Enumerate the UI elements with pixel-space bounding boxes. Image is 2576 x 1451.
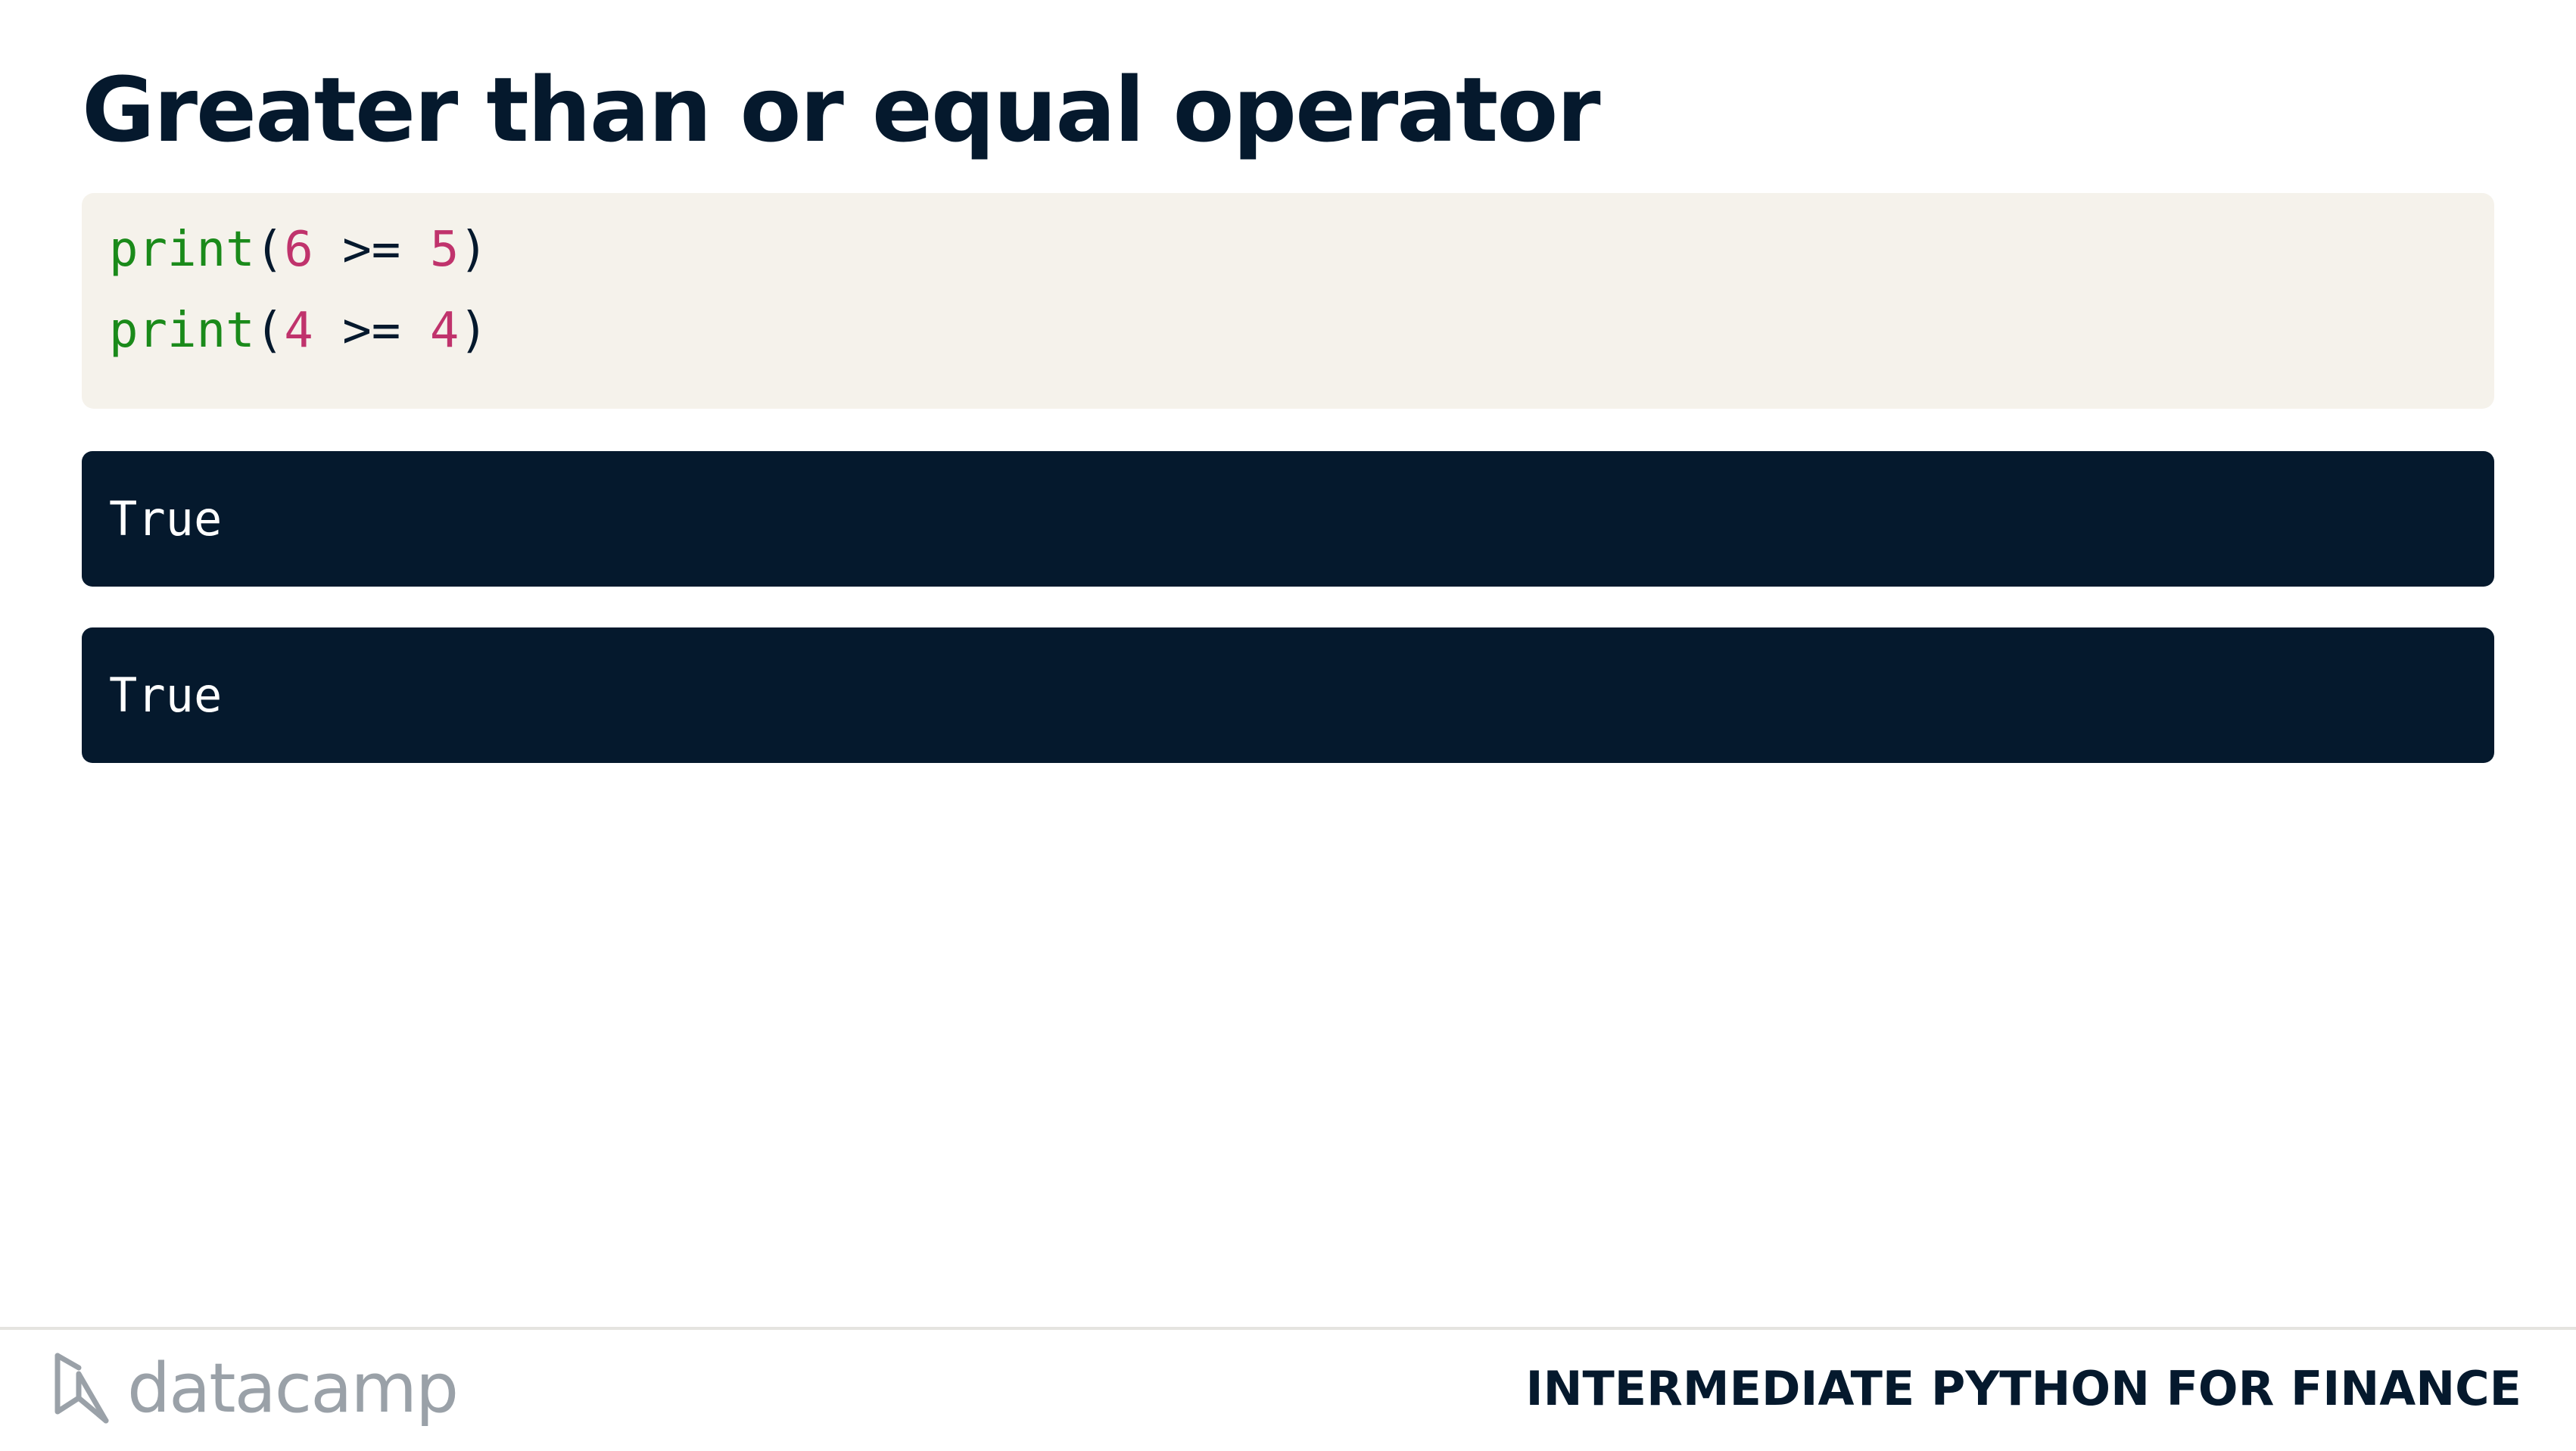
slide-title: Greater than or equal operator xyxy=(82,58,1601,162)
code-close-paren: ) xyxy=(459,303,488,359)
code-function: print xyxy=(109,303,255,359)
output-block: True xyxy=(82,451,2494,587)
code-close-paren: ) xyxy=(459,222,488,278)
datacamp-logo-icon xyxy=(55,1353,109,1424)
code-open-paren: ( xyxy=(254,222,285,278)
code-number: 4 xyxy=(429,303,459,359)
code-block: print(6 >= 5) print(4 >= 4) xyxy=(82,193,2494,409)
code-number: 6 xyxy=(284,222,313,278)
code-operator: >= xyxy=(313,303,430,359)
code-number: 5 xyxy=(429,222,459,278)
logo-text: datacamp xyxy=(127,1349,459,1428)
output-block: True xyxy=(82,627,2494,763)
code-line: print(4 >= 4) xyxy=(109,291,2494,372)
footer-divider xyxy=(0,1327,2576,1330)
course-title: INTERMEDIATE PYTHON FOR FINANCE xyxy=(1525,1361,2521,1416)
code-function: print xyxy=(109,222,255,278)
datacamp-logo: datacamp xyxy=(53,1347,459,1431)
code-operator: >= xyxy=(313,222,430,278)
code-open-paren: ( xyxy=(254,303,285,359)
code-number: 4 xyxy=(284,303,313,359)
code-line: print(6 >= 5) xyxy=(109,210,2494,291)
